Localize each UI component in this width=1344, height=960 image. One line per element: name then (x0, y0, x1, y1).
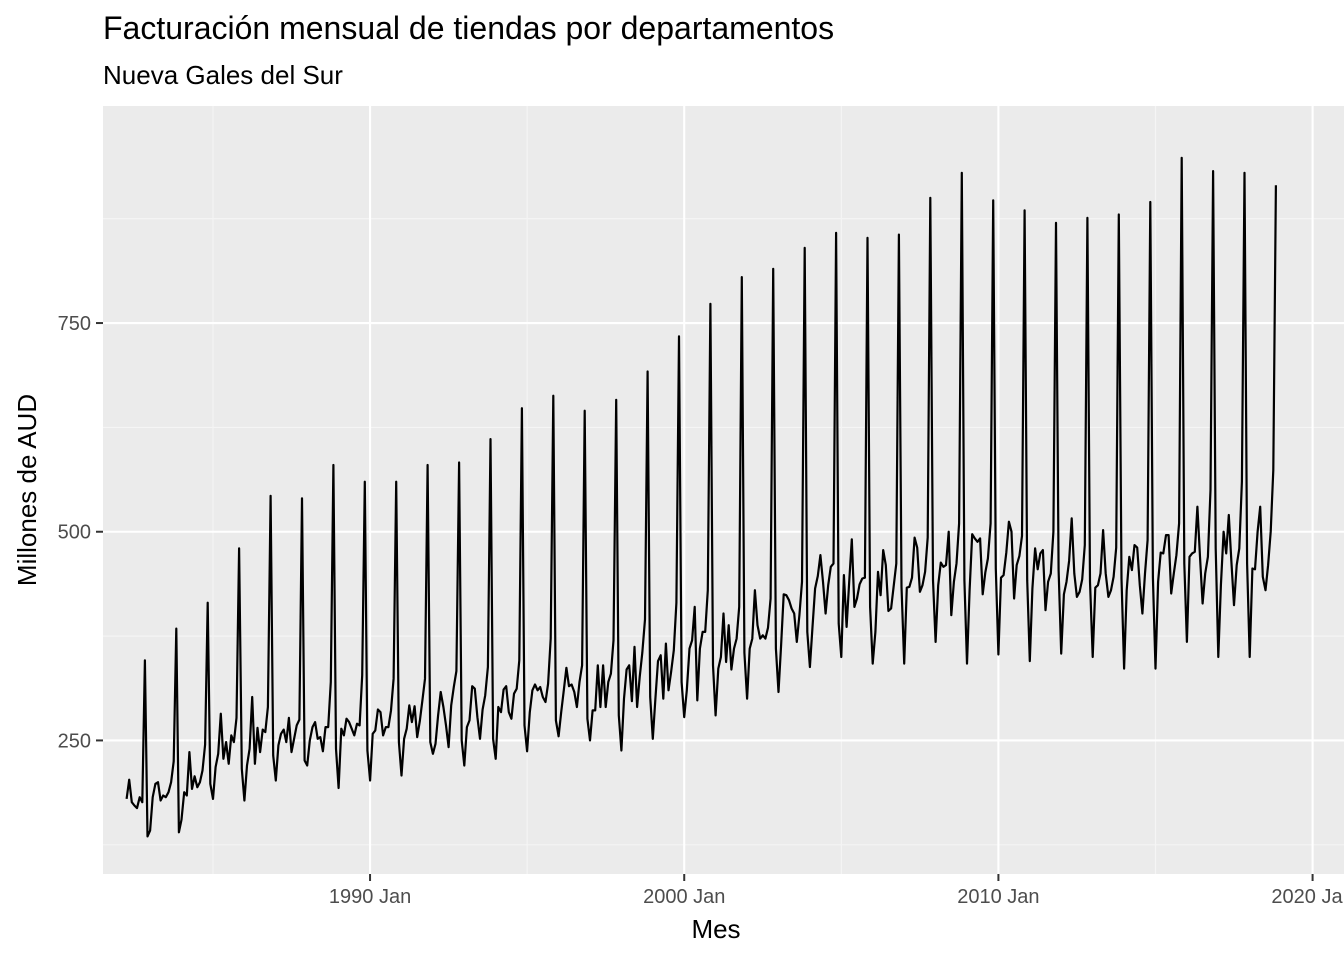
x-tick-label: 1990 Jan (329, 886, 411, 908)
chart-subtitle: Nueva Gales del Sur (103, 60, 343, 90)
x-tick-label: 2000 Jan (643, 886, 725, 908)
x-axis: 1990 Jan 2000 Jan 2010 Jan 2020 Jan (329, 874, 1344, 908)
y-axis-title: Millones de AUD (12, 394, 42, 586)
chart-title: Facturación mensual de tiendas por depar… (103, 10, 834, 46)
y-tick-label: 500 (58, 522, 91, 544)
series-line (125, 156, 1277, 838)
x-tick-label: 2020 Jan (1271, 886, 1344, 908)
series-layer (125, 156, 1277, 838)
y-tick-label: 750 (58, 313, 91, 335)
minor-gridlines (103, 106, 1344, 874)
major-gridlines (103, 106, 1344, 874)
x-axis-title: Mes (691, 914, 740, 944)
y-tick-label: 250 (58, 730, 91, 752)
y-axis: 250 500 750 (58, 313, 103, 752)
plot-panel (103, 106, 1344, 874)
x-tick-label: 2010 Jan (957, 886, 1039, 908)
